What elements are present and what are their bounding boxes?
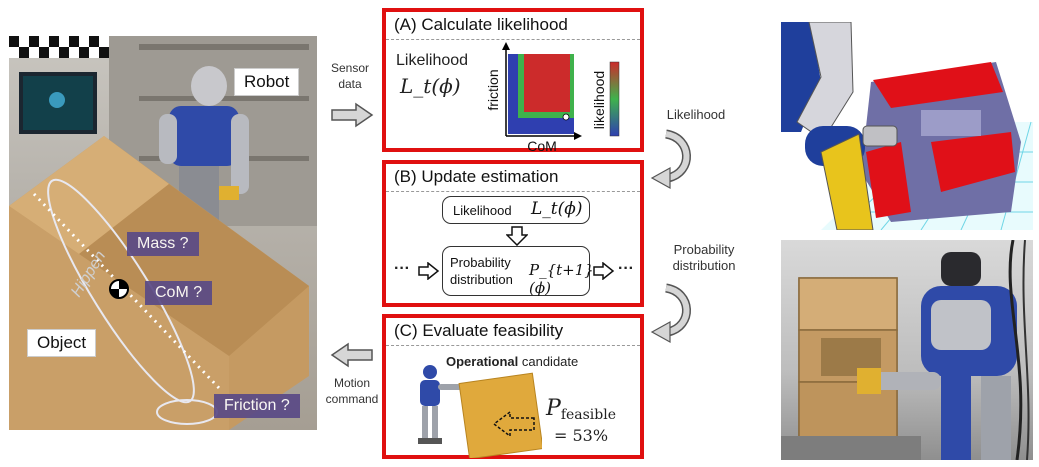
command-text: command: [325, 392, 379, 406]
data-text: data: [338, 77, 362, 91]
likelihood-colorbar: [609, 61, 620, 137]
probability-symbol: P_{t+1}(ϕ): [529, 261, 594, 297]
likelihood-box-word: Likelihood: [453, 203, 512, 218]
panel-a-title: (A) Calculate likelihood: [386, 12, 640, 40]
down-arrow-icon: [506, 226, 528, 246]
heatmap-high-region: [524, 54, 570, 112]
colorbar-label: likelihood: [591, 71, 607, 129]
com-tag: CoM ?: [145, 281, 213, 305]
dashed-push-arrow-icon: [492, 410, 535, 438]
probability-box: Probability distribution P_{t+1}(ϕ): [442, 246, 594, 297]
panel-b-title: (B) Update estimation: [386, 164, 640, 192]
likelihood-box: Likelihood L_t(ϕ): [442, 196, 590, 224]
friction-tag: Friction ?: [214, 394, 300, 418]
sensor-text: Sensor: [330, 61, 370, 75]
p-subscript: feasible: [560, 407, 617, 423]
mass-ellipse: [47, 178, 195, 404]
shelf-robot-photo: [781, 240, 1033, 460]
robot-pushing-illustration: [418, 365, 542, 458]
mass-tag: Mass ?: [127, 232, 199, 256]
curved-arrow-likelihood-icon: [650, 129, 691, 190]
robot-arm-shape: [781, 22, 898, 230]
voxel-red-surfaces: [866, 62, 1015, 218]
likelihood-heatmap: friction CoM likelihood: [485, 42, 620, 152]
curved-arrow-probability-icon: [650, 283, 691, 344]
candidate-caption: Operational candidate: [446, 354, 578, 369]
p-feasible-value: = 53%: [554, 426, 609, 445]
estimate-point: [562, 113, 570, 121]
probability-box-text: Probability distribution: [450, 254, 513, 288]
panel-calculate-likelihood: (A) Calculate likelihood Likelihood L_t(…: [382, 8, 644, 152]
right-arrow-in-icon: [418, 262, 440, 280]
object-label: Object: [27, 329, 97, 357]
y-axis-label: friction: [485, 69, 501, 110]
panel-c-title: (C) Evaluate feasibility: [386, 318, 640, 346]
likelihood-symbol: L_t(ϕ): [400, 74, 461, 98]
distribution-word: distribution: [450, 272, 513, 287]
com-marker-icon: [109, 279, 129, 299]
voxel-simulation-image: [781, 22, 1033, 230]
motion-arrow-icon: [330, 342, 373, 368]
probability-flow-text: Probability distribution: [662, 242, 746, 274]
panel-update-estimation: (B) Update estimation Likelihood L_t(ϕ) …: [382, 160, 644, 307]
shelf-scene-illustration: [781, 240, 1030, 460]
right-arrow-out-icon: [593, 262, 615, 280]
motion-text: Motion: [333, 376, 371, 390]
cardboard-shelf: [798, 277, 898, 441]
pushed-box: [458, 372, 542, 458]
object-robot-photo: Hippen Robot Object Mass ? CoM ? Frictio…: [9, 36, 317, 430]
probability-flow-line1: Probability: [673, 242, 735, 257]
operational-word: Operational: [446, 354, 519, 369]
p-feasible-symbol: Pfeasible: [546, 396, 617, 423]
probability-flow-line2: distribution: [672, 258, 736, 273]
panel-evaluate-feasibility: (C) Evaluate feasibility Operational can…: [382, 314, 644, 459]
humanoid-robot-figure: [857, 252, 1017, 460]
sensor-data-text: Sensor data: [323, 60, 377, 92]
robot-label: Robot: [234, 68, 300, 96]
sensor-arrow-icon: [331, 102, 374, 128]
likelihood-word: Likelihood: [396, 52, 469, 69]
motion-command-text: Motion command: [322, 375, 382, 407]
probability-word: Probability: [450, 255, 511, 270]
right-ellipsis: ···: [618, 260, 634, 277]
left-ellipsis: ···: [394, 260, 410, 277]
x-axis-label: CoM: [527, 138, 557, 152]
p-symbol: P: [546, 396, 561, 421]
candidate-word: candidate: [518, 354, 579, 369]
likelihood-box-symbol: L_t(ϕ): [531, 199, 583, 219]
likelihood-flow-text: Likelihood: [666, 107, 726, 122]
voxel-scene-illustration: [781, 22, 1033, 230]
